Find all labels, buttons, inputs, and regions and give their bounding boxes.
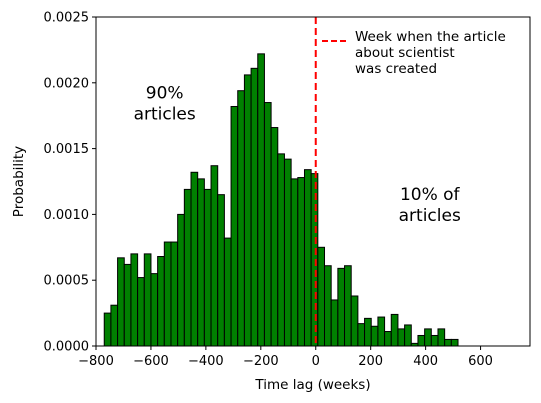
x-tick-label: 0 bbox=[312, 354, 320, 369]
y-axis: 0.0000 0.0005 0.0010 0.0015 0.0020 0.0025 bbox=[44, 11, 96, 355]
histogram-bar bbox=[197, 178, 205, 347]
y-tick-label: 0.0010 bbox=[44, 208, 90, 223]
histogram-bar bbox=[283, 158, 292, 347]
histogram-bar bbox=[424, 328, 432, 347]
x-tick-label: −200 bbox=[243, 354, 279, 369]
histogram-bar bbox=[143, 253, 152, 347]
histogram-bar bbox=[310, 173, 319, 347]
annotation-text: 10% of articles bbox=[399, 185, 461, 226]
histogram-bar bbox=[210, 165, 219, 347]
y-tick-label: 0.0025 bbox=[44, 11, 90, 26]
histogram-bar bbox=[163, 241, 172, 347]
x-tick-label: −800 bbox=[78, 354, 114, 369]
histogram-bar bbox=[350, 295, 359, 347]
histogram-bar bbox=[450, 338, 459, 347]
x-tick-label: −600 bbox=[133, 354, 169, 369]
histogram-bar bbox=[277, 153, 285, 347]
histogram-bar bbox=[370, 325, 379, 347]
legend: Week when the article about scientist was … bbox=[322, 29, 506, 77]
histogram-bar bbox=[317, 246, 326, 347]
histogram-bar bbox=[157, 256, 165, 347]
annotation-text: 90% articles bbox=[134, 84, 196, 125]
histogram-bar bbox=[344, 265, 352, 347]
annotations: 90% articles 10% of articles bbox=[134, 84, 461, 226]
histogram-bar bbox=[330, 299, 339, 347]
histogram-bar bbox=[337, 267, 346, 347]
y-tick-label: 0.0020 bbox=[44, 76, 90, 91]
histogram-bar bbox=[437, 328, 446, 347]
histogram-bar bbox=[270, 127, 279, 347]
histogram-bar bbox=[404, 324, 412, 347]
histogram-bar bbox=[430, 334, 439, 347]
histogram-bar bbox=[257, 53, 265, 347]
histogram-bar bbox=[137, 277, 145, 347]
histogram-bar bbox=[183, 188, 192, 347]
histogram-bar bbox=[103, 312, 112, 347]
histogram-bars bbox=[103, 53, 459, 347]
histogram-bar bbox=[110, 304, 119, 347]
histogram-bar bbox=[384, 331, 392, 347]
histogram-bar bbox=[203, 188, 212, 347]
x-axis: −800 −600 −400 −200 0 200 400 600 bbox=[78, 346, 493, 369]
histogram-bar bbox=[237, 90, 245, 347]
histogram-bar bbox=[297, 177, 305, 347]
legend-label: Week when the article about scientist was … bbox=[355, 29, 506, 77]
histogram-bar bbox=[217, 194, 225, 347]
histogram-bar bbox=[223, 237, 232, 347]
histogram-bar bbox=[123, 263, 132, 347]
histogram-bar bbox=[243, 74, 252, 347]
plot-frame bbox=[95, 16, 531, 347]
y-axis-label: Probability bbox=[11, 146, 27, 217]
histogram-bar bbox=[324, 265, 332, 347]
histogram-bar bbox=[263, 102, 272, 347]
histogram-bar bbox=[190, 171, 199, 347]
histogram-bar bbox=[290, 178, 299, 347]
x-tick-label: 400 bbox=[413, 354, 438, 369]
y-tick-label: 0.0015 bbox=[44, 142, 90, 157]
histogram-bar bbox=[303, 169, 312, 347]
histogram-bar bbox=[397, 328, 406, 347]
histogram-bar bbox=[417, 334, 426, 347]
histogram-bar bbox=[444, 338, 452, 347]
histogram-bar bbox=[230, 105, 239, 347]
histogram-bar bbox=[177, 213, 185, 347]
x-tick-label: 600 bbox=[468, 354, 493, 369]
histogram-bar bbox=[117, 257, 125, 347]
y-tick-label: 0.0005 bbox=[44, 274, 90, 289]
histogram-bar bbox=[357, 323, 366, 347]
x-axis-label: Time lag (weeks) bbox=[254, 377, 370, 393]
x-tick-label: −400 bbox=[188, 354, 224, 369]
histogram-bar bbox=[150, 273, 159, 347]
histogram-bar bbox=[250, 67, 259, 347]
y-tick-label: 0.0000 bbox=[44, 340, 90, 355]
histogram-bar bbox=[377, 316, 386, 347]
histogram-bar bbox=[130, 253, 139, 347]
histogram-bar bbox=[390, 313, 399, 347]
histogram-bar bbox=[170, 241, 179, 347]
x-tick-label: 200 bbox=[358, 354, 383, 369]
histogram-bar bbox=[364, 317, 372, 347]
